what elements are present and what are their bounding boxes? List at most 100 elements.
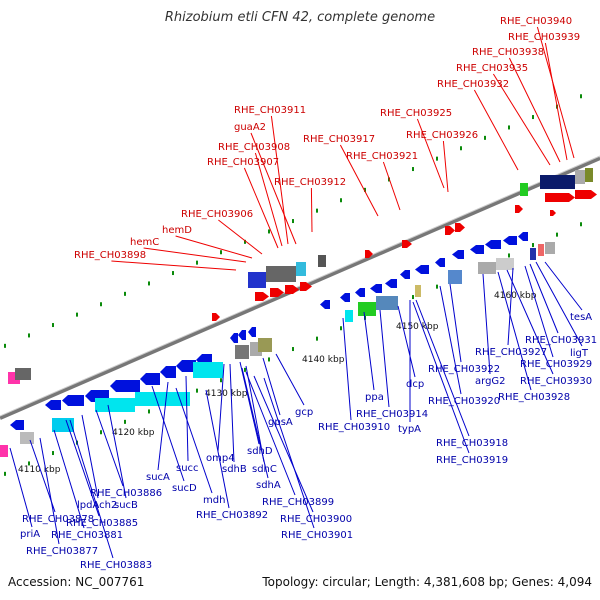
gene-block-pink [0, 445, 8, 457]
label-leader-line [310, 187, 313, 233]
tick-mark-outer [268, 229, 270, 234]
gene-block-cyan [296, 262, 306, 276]
gene-block-grey [15, 368, 31, 380]
gene-label: RHE_CH03881 [51, 530, 123, 541]
tick-mark-outer [460, 146, 462, 151]
label-leader-line [175, 235, 253, 259]
label-leader-line [497, 271, 532, 391]
kbp-label: 4160 kbp [494, 291, 537, 301]
reverse-gene-arrow [140, 373, 160, 385]
gene-label: RHE_CH03921 [346, 151, 418, 162]
tick-mark-outer [244, 239, 246, 244]
tick-mark-outer [484, 135, 486, 140]
gene-label: lpdAch2 [77, 500, 117, 511]
gene-block-navy [530, 248, 536, 260]
label-leader-line [250, 132, 297, 245]
label-leader-line [217, 363, 225, 452]
gene-block-green [358, 302, 376, 316]
reverse-gene-arrow [435, 258, 445, 267]
label-leader-line [275, 353, 305, 406]
gene-label: RHE_CH03877 [26, 546, 98, 557]
label-leader-line [107, 404, 127, 499]
gene-label: RHE_CH03907 [207, 157, 279, 168]
reverse-gene-arrow [385, 279, 397, 288]
label-leader-line [492, 73, 551, 166]
label-leader-line [143, 247, 247, 263]
tick-mark-outer [172, 271, 174, 276]
gene-block-grey [496, 258, 514, 270]
label-leader-line [507, 267, 514, 346]
label-leader-line [254, 152, 283, 247]
gene-block-grey [575, 170, 585, 184]
forward-gene-arrow [445, 226, 455, 235]
tick-mark-outer [124, 291, 126, 296]
gene-label: sdhC [252, 464, 277, 475]
label-leader-line [449, 283, 462, 363]
tick-mark-outer [580, 94, 582, 99]
label-leader-line [529, 263, 559, 334]
label-leader-line [535, 261, 583, 347]
tick-mark-inner [412, 295, 414, 300]
label-leader-line [439, 285, 462, 395]
gene-label: typA [398, 424, 421, 435]
label-leader-line [65, 419, 100, 517]
tick-mark-inner [436, 284, 438, 289]
label-leader-line [363, 311, 375, 391]
gene-label: RHE_CH03898 [74, 250, 146, 261]
reverse-gene-arrow [248, 327, 256, 337]
gene-label: RHE_CH03932 [437, 79, 509, 90]
gene-label: RHE_CH03878 [22, 514, 94, 525]
tick-mark-outer [532, 115, 534, 120]
label-leader-line [245, 365, 265, 463]
tick-mark-outer [340, 198, 342, 203]
gene-label: RHE_CH03918 [436, 438, 508, 449]
gene-label: ppa [365, 392, 384, 403]
gene-block-dark-grey [266, 266, 296, 282]
tick-mark-outer [412, 167, 414, 172]
label-leader-line [270, 115, 289, 245]
label-leader-line [218, 219, 263, 255]
reverse-gene-arrow [110, 380, 140, 392]
gene-label: RHE_CH03935 [456, 63, 528, 74]
gene-block-red [538, 244, 544, 256]
gene-label: RHE_CH03911 [234, 105, 306, 116]
gene-label: RHE_CH03910 [318, 422, 390, 433]
forward-gene-arrow [212, 313, 220, 321]
gene-label: RHE_CH03912 [274, 177, 346, 188]
label-leader-line [229, 363, 235, 463]
gene-block-dark [318, 255, 326, 267]
tick-mark-inner [580, 222, 582, 227]
gene-label: RHE_CH03928 [498, 392, 570, 403]
label-leader-line [151, 385, 185, 482]
gene-label: hemD [162, 225, 192, 236]
kbp-label: 4120 kbp [112, 428, 155, 438]
map-title: Rhizobium etli CFN 42, complete genome [164, 10, 436, 25]
accession-text: Accession: NC_007761 [8, 575, 145, 589]
tick-mark-inner [316, 336, 318, 341]
gene-label: RHE_CH03930 [520, 376, 592, 387]
tick-mark-outer [196, 260, 198, 265]
kbp-label: 4110 kbp [18, 465, 61, 475]
gene-block-olive [585, 168, 593, 182]
tick-mark-inner [28, 461, 30, 466]
tick-mark-outer [292, 219, 294, 224]
label-leader-line [506, 269, 554, 375]
label-leader-line [397, 305, 416, 378]
label-leader-line [39, 437, 60, 545]
gene-block-cyan [95, 398, 135, 412]
tick-mark-inner [100, 430, 102, 435]
gene-block-cyan [193, 362, 223, 378]
label-leader-line [241, 367, 269, 479]
gene-label: RHE_CH03901 [281, 530, 353, 541]
label-leader-line [81, 414, 99, 499]
gene-label: RHE_CH03899 [262, 497, 334, 508]
label-leader-line [342, 317, 352, 421]
forward-gene-arrow [575, 190, 597, 199]
gene-label: RHE_CH03900 [280, 514, 352, 525]
gene-block-navy [540, 175, 575, 189]
gene-label: RHE_CH03940 [500, 16, 572, 27]
forward-gene-arrow [545, 193, 575, 202]
tick-mark-inner [52, 451, 54, 456]
label-leader-line [382, 161, 401, 211]
